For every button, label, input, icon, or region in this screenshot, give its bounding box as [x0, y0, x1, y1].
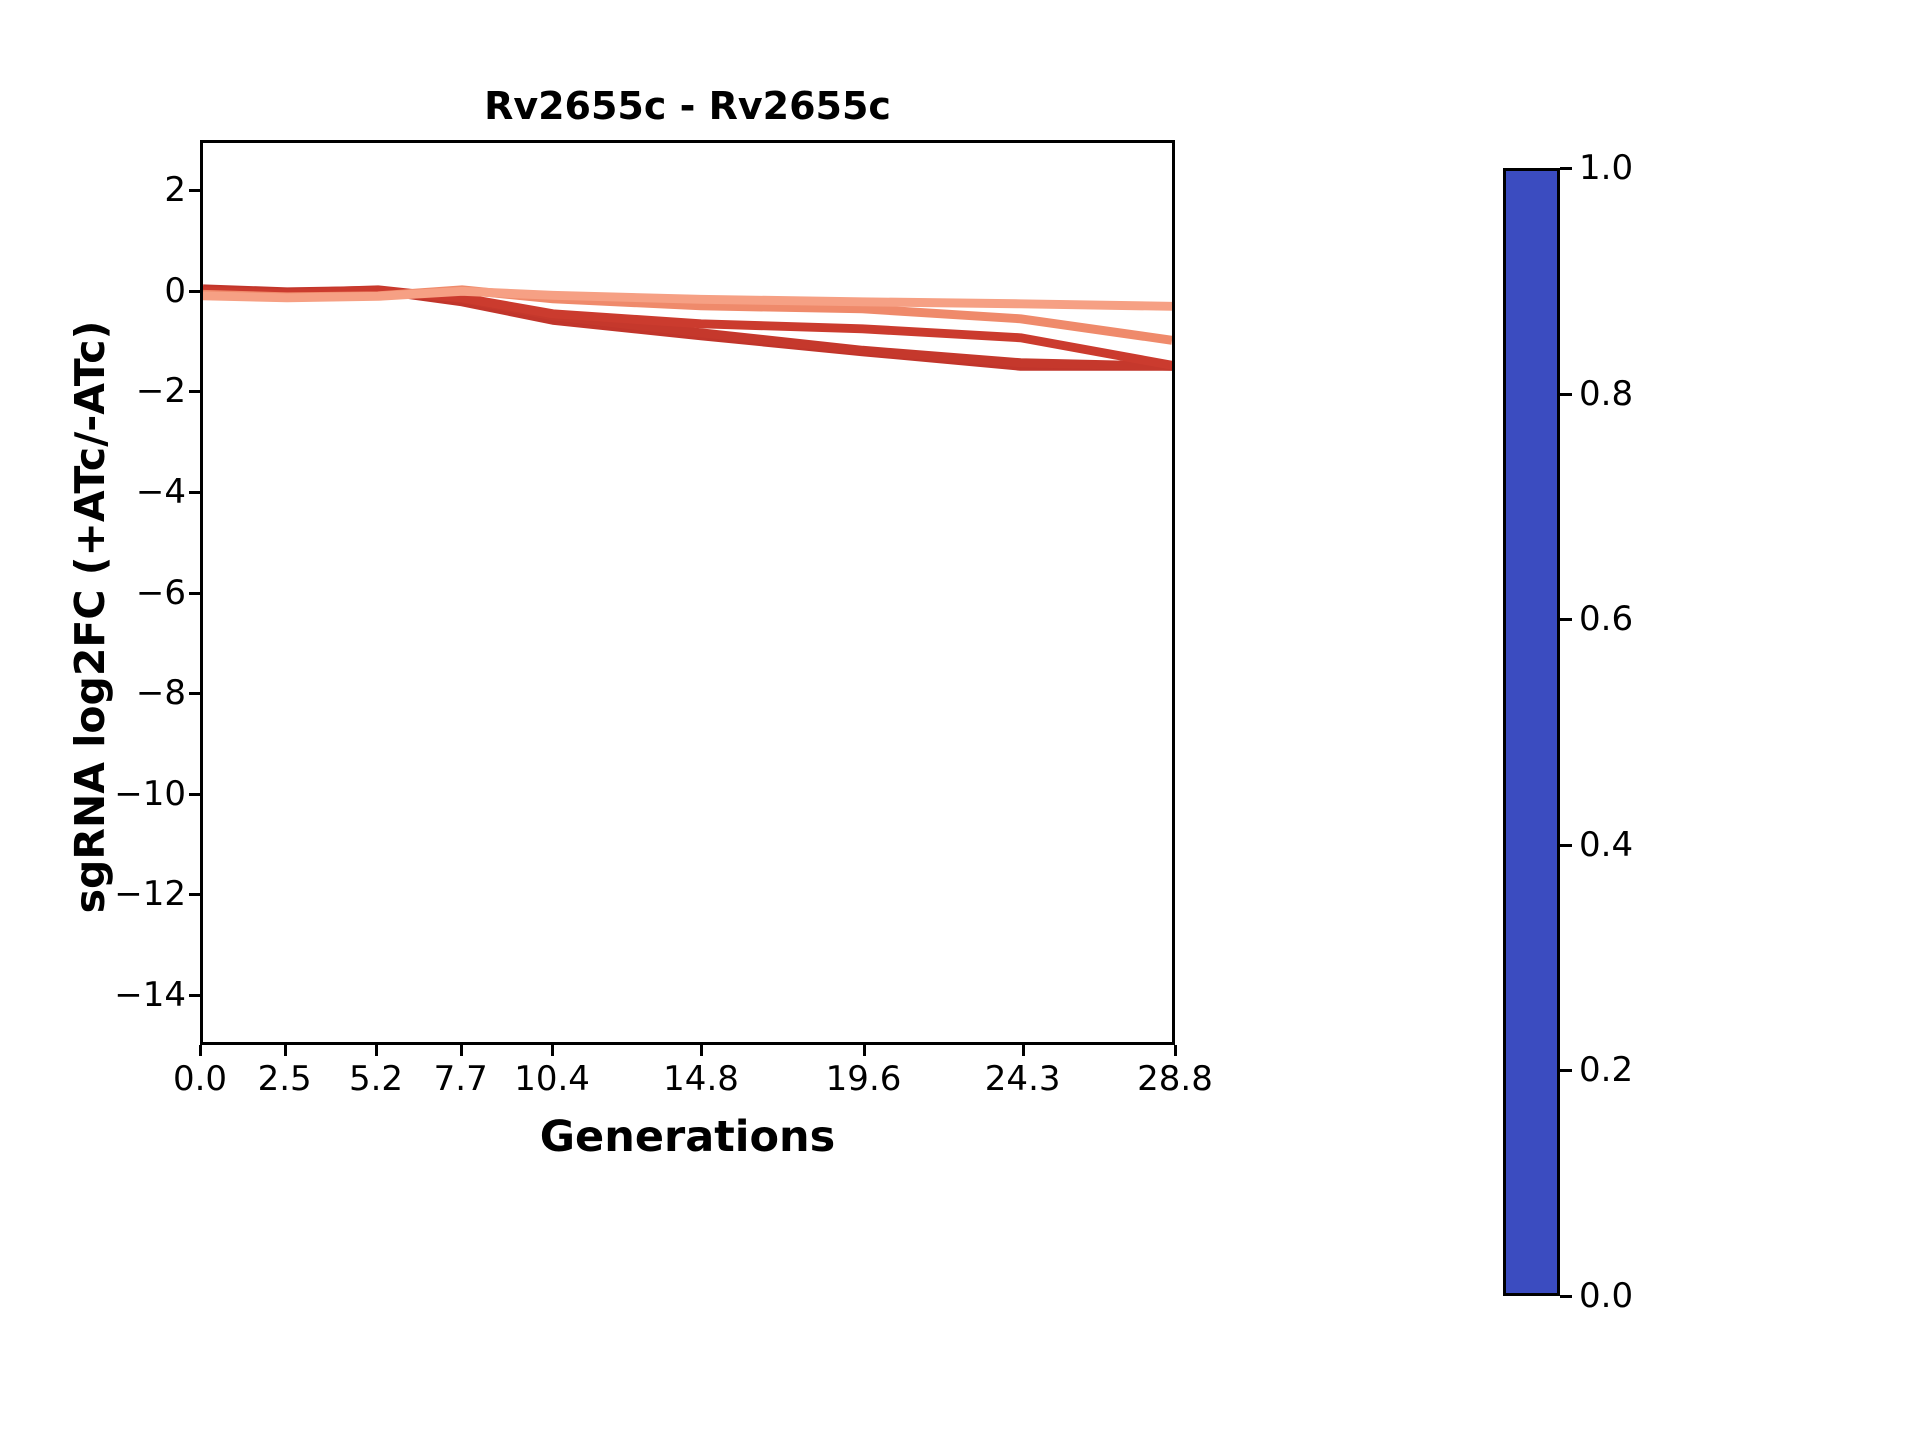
- colorbar-tick-mark: [1560, 167, 1572, 170]
- colorbar-tick-mark: [1560, 392, 1572, 396]
- x-tick-mark: [862, 1045, 866, 1056]
- x-tick-label: 14.8: [663, 1059, 739, 1099]
- y-tick-label: −10: [114, 773, 186, 814]
- y-tick-label: −4: [135, 471, 186, 512]
- x-tick-mark: [551, 1045, 555, 1056]
- x-tick-label: 24.3: [984, 1059, 1061, 1099]
- x-tick-mark: [1021, 1045, 1025, 1056]
- colorbar-tick-label: 0.0: [1579, 1276, 1634, 1316]
- y-tick-mark: [189, 792, 200, 796]
- y-tick-mark: [189, 189, 200, 193]
- colorbar-tick-mark: [1560, 1069, 1572, 1073]
- colorbar-tick-label: 0.6: [1579, 599, 1634, 640]
- x-tick-label: 28.8: [1137, 1059, 1213, 1099]
- x-tick-label: 2.5: [257, 1059, 312, 1099]
- series-line: [203, 286, 1172, 311]
- x-tick-mark: [1174, 1045, 1177, 1056]
- x-tick-mark: [459, 1045, 463, 1056]
- y-tick-mark: [189, 591, 200, 595]
- y-tick-mark: [189, 390, 200, 394]
- x-tick-mark: [375, 1045, 379, 1056]
- x-tick-label: 19.6: [825, 1059, 902, 1099]
- colorbar-tick-mark: [1560, 1295, 1572, 1298]
- chart-title: Rv2655c - Rv2655c: [484, 84, 891, 128]
- y-tick-mark: [189, 692, 200, 696]
- y-tick-label: −14: [114, 974, 186, 1015]
- colorbar-tick-mark: [1560, 843, 1572, 847]
- y-tick-label: −6: [135, 572, 186, 613]
- colorbar-tick-label: 0.2: [1579, 1050, 1634, 1091]
- y-tick-label: −8: [135, 673, 186, 714]
- colorbar: 0.0 0.2 0.4 0.6 0.8 1.0: [1503, 151, 1633, 1313]
- y-tick-mark: [189, 490, 200, 494]
- x-tick-label: 0.0: [172, 1059, 228, 1099]
- y-tick-label: −2: [135, 371, 186, 412]
- y-axis-title: sgRNA log2FC (+ATc/-ATc): [66, 320, 114, 914]
- y-tick-label: 2: [164, 170, 186, 211]
- colorbar-tick-label: 1.0: [1579, 148, 1634, 188]
- x-axis-title: Generations: [539, 1112, 836, 1162]
- y-tick-mark: [189, 289, 200, 293]
- y-axis-tick-labels: 2 0 −2 −4 −6 −8 −10 −12 −14: [0, 0, 186, 1440]
- y-tick-label: 0: [164, 270, 186, 311]
- plot-area: [200, 140, 1175, 1045]
- x-tick-mark: [199, 1045, 202, 1056]
- x-tick-label: 10.4: [514, 1059, 590, 1099]
- x-tick-label: 7.7: [433, 1059, 488, 1099]
- y-tick-label: −12: [114, 874, 186, 915]
- colorbar-tick-label: 0.8: [1579, 373, 1634, 414]
- colorbar-gradient: [1503, 168, 1560, 1296]
- x-tick-mark: [700, 1045, 704, 1056]
- series-lines: [203, 284, 1172, 371]
- y-tick-mark: [189, 993, 200, 997]
- x-tick-label: 5.2: [348, 1059, 404, 1099]
- colorbar-tick-label: 0.4: [1579, 824, 1634, 865]
- colorbar-tick-mark: [1560, 618, 1572, 622]
- y-tick-mark: [189, 893, 200, 897]
- x-tick-mark: [283, 1045, 287, 1056]
